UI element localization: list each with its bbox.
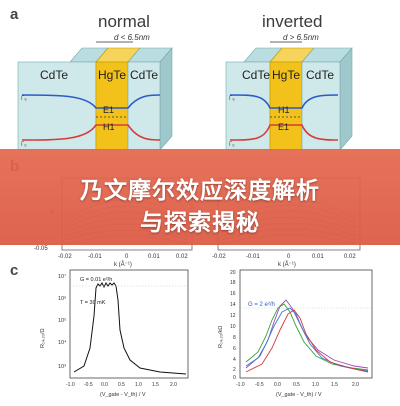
normal-axis-mark-bottom: Γ₆ [21,142,27,148]
quantum-well-diagrams: CdTe HgTe CdTe E1 H1 Γ₈ Γ₆ CdTe HgTe CdT… [17,41,353,150]
c-left-xtick-4: 0.5 [118,382,125,388]
c-left-xtick-6: 1.5 [152,382,159,388]
c-left-xtick-3: 0.0 [101,382,108,388]
b-right-xtick-1: -0.02 [212,254,226,260]
c-left-xtick-2: -0.5 [84,382,93,388]
b-left-xtick-3: 0 [125,254,129,260]
c-left-legend-g: G = 0.01 e²/h [80,277,112,283]
inverted-well-box [225,47,353,150]
c-right-ytick-4: 14 [230,302,236,308]
right-series-blue [245,307,369,372]
c-left-ytick-5: 10³ [58,364,66,370]
inverted-layer-left: CdTe [242,68,270,82]
c-right-ylabel: R₁₄,₂₃/kΩ [218,326,224,348]
normal-band-e1: E1 [103,105,114,115]
inverted-layer-mid: HgTe [272,68,300,82]
c-right-xtick-5: 1.0 [312,382,319,388]
b-right-xtick-3: 0 [287,254,291,260]
c-right-legend-g: G = 2 e²/h [248,302,275,308]
normal-axis-mark-top: Γ₈ [21,96,27,102]
c-left-ytick-2: 10⁶ [58,295,66,302]
banner-title-line1: 乃文摩尔效应深度解析 [80,178,320,204]
c-right-xtick-2: -0.5 [255,382,264,388]
normal-layer-mid: HgTe [98,68,126,82]
c-right-xtick-3: 0.0 [274,382,281,388]
c-right-ytick-8: 6 [233,346,236,352]
c-left-ytick-1: 10⁷ [58,273,66,280]
c-right-ytick-10: 2 [233,367,236,373]
transport-plots: G = 0.01 e²/h T = 30 mK 10⁷ 10⁶ 10⁵ 10⁴ … [40,269,373,398]
normal-well-box [17,47,173,150]
c-right-ytick-11: 0 [233,375,236,381]
normal-layer-left: CdTe [40,68,68,82]
b-left-xtick-2: -0.01 [88,254,102,260]
c-right-ytick-5: 12 [230,313,236,319]
inverted-band-h1: H1 [278,105,290,115]
b-right-xtick-5: 0.02 [344,254,356,260]
b-left-xtick-1: -0.02 [58,254,72,260]
banner-title-line2: 与探索揭秘 [140,210,260,236]
c-left-ytick-3: 10⁵ [58,317,66,324]
b-left-xlabel: k (Å⁻¹) [114,261,132,268]
title-banner: 乃文摩尔效应深度解析 与探索揭秘 [0,149,400,245]
c-left-xtick-1: -1.0 [66,382,75,388]
inverted-condition: d > 6.5nm [283,33,319,42]
c-left-xlabel: (V_gate - V_th) / V [100,392,146,398]
inverted-title: inverted [262,12,323,31]
c-left-ylabel: R₁₄,₂₃/Ω [40,328,46,348]
right-series-green [245,303,369,371]
b-left-xtick-5: 0.02 [176,254,188,260]
c-right-xtick-6: 1.5 [331,382,338,388]
c-right-xtick-1: -1.0 [236,382,245,388]
b-right-xlabel: k (Å⁻¹) [278,261,296,268]
c-right-xlabel: (V_gate - V_th) / V [276,392,322,398]
normal-band-h1: H1 [103,122,115,132]
inverted-axis-mark-top: Γ₈ [229,96,235,102]
inverted-band-e1: E1 [278,122,289,132]
c-left-legend-t: T = 30 mK [80,300,106,306]
c-right-ytick-7: 8 [233,335,236,341]
c-right-ytick-2: 18 [230,280,236,286]
c-left-ytick-4: 10⁴ [58,339,67,346]
c-right-ytick-3: 16 [230,291,236,297]
c-right-ytick-1: 20 [230,270,236,276]
inverted-layer-right: CdTe [306,68,334,82]
b-right-xtick-4: 0.01 [312,254,324,260]
normal-layer-right: CdTe [130,68,158,82]
panel-c-letter: c [10,262,19,279]
b-left-xtick-4: 0.01 [148,254,160,260]
inverted-axis-mark-bottom: Γ₆ [229,142,235,148]
b-right-xtick-2: -0.01 [246,254,260,260]
c-right-xtick-7: 2.0 [352,382,359,388]
left-resistance-curve [73,282,187,375]
normal-title: normal [98,12,150,31]
c-right-xtick-4: 0.5 [293,382,300,388]
c-right-ytick-6: 10 [230,324,236,330]
b-ytick-neg: -0.05 [34,246,48,252]
c-left-xtick-5: 1.0 [135,382,142,388]
normal-condition: d < 6.5nm [114,33,150,42]
right-series-red [245,309,369,373]
c-right-ytick-9: 4 [233,357,236,363]
panel-a-letter: a [10,6,19,23]
c-left-xtick-7: 2.0 [170,382,177,388]
